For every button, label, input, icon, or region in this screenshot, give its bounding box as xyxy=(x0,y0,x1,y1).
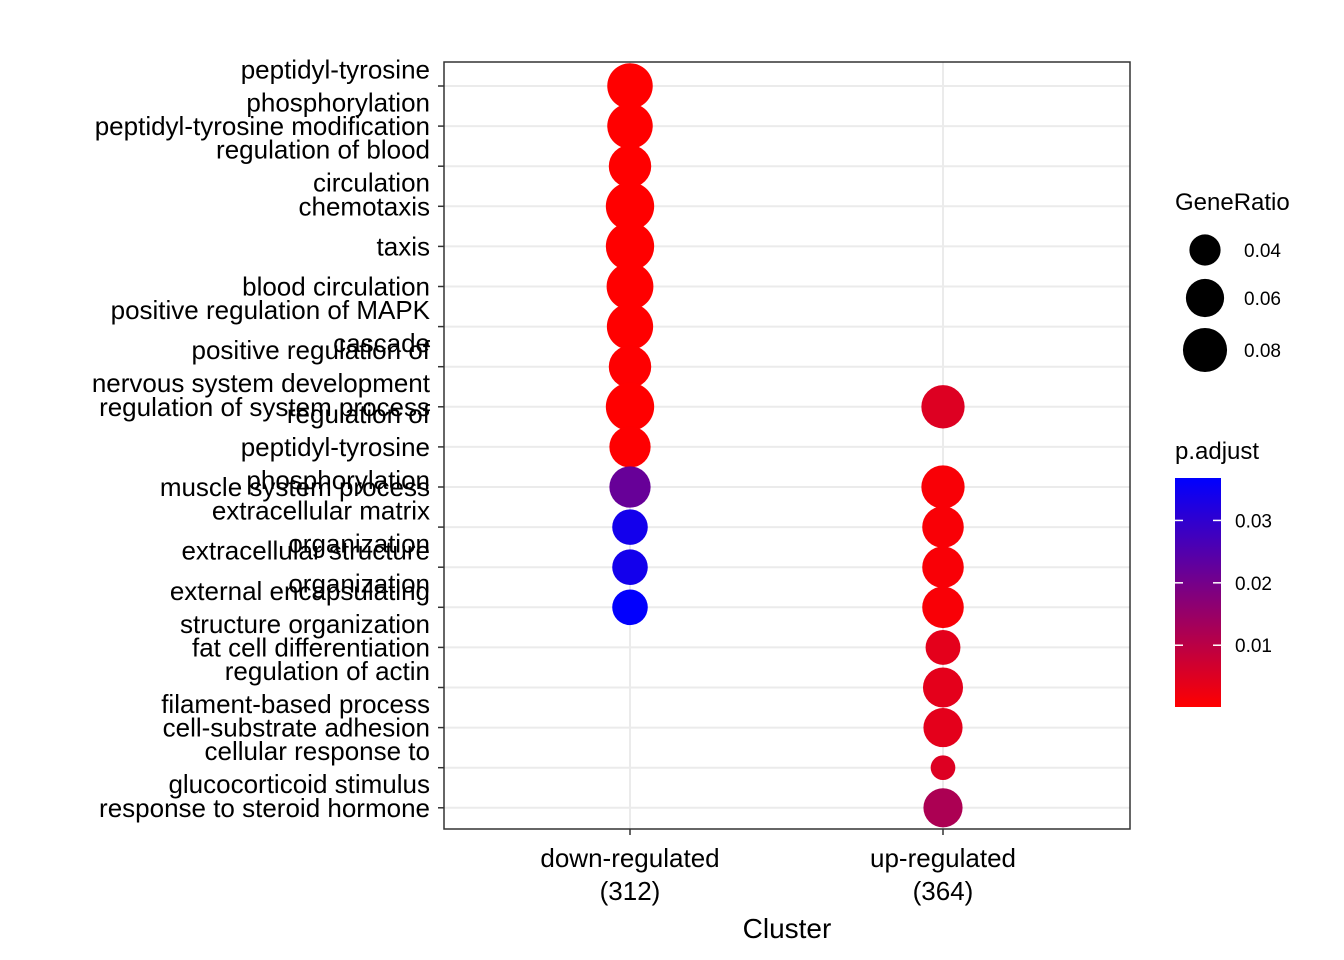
dot xyxy=(612,589,648,626)
legend-title-p-adjust: p.adjust xyxy=(1175,438,1259,465)
legend-size-dot xyxy=(1185,278,1225,318)
color-bar-label: 0.02 xyxy=(1235,574,1272,595)
dot xyxy=(921,465,965,509)
dot xyxy=(612,509,648,545)
y-tick-label: regulation of blood circulation xyxy=(216,135,430,198)
legend-size-dot xyxy=(1189,234,1221,266)
dots-layer xyxy=(443,61,1131,830)
dot xyxy=(608,144,652,188)
panel-background xyxy=(444,62,1130,829)
y-tick-label: muscle system process xyxy=(160,472,430,502)
y-tick-label: regulation of actin filament-based proces… xyxy=(161,656,430,719)
dot xyxy=(922,586,964,629)
y-tick-label: peptidyl-tyrosine modification xyxy=(95,111,430,141)
dot xyxy=(609,426,651,468)
x-tick-label: up-regulated (364) xyxy=(870,843,1016,906)
dot xyxy=(609,466,651,508)
dot xyxy=(606,263,654,310)
panel-border xyxy=(443,61,1131,830)
dot xyxy=(930,755,956,781)
dot xyxy=(922,667,964,708)
color-bar-label: 0.03 xyxy=(1235,511,1272,532)
legend-size-label: 0.08 xyxy=(1244,341,1281,362)
y-tick-label: taxis xyxy=(377,231,430,261)
y-tick-label: cellular response to glucocorticoid stimu… xyxy=(168,736,430,799)
dot xyxy=(921,385,965,429)
generatio-legend: GeneRatio 0.04 0.06 0.08 xyxy=(1175,189,1290,373)
x-axis-title: Cluster xyxy=(743,913,832,944)
dot xyxy=(608,345,652,388)
dot xyxy=(612,549,648,585)
y-tick-label: fat cell differentiation xyxy=(192,632,430,662)
y-axis: peptidyl-tyrosine phosphorylationpeptidyl… xyxy=(92,55,444,823)
dot xyxy=(923,708,963,748)
y-tick-label: chemotaxis xyxy=(299,191,431,221)
legend-title-generatio: GeneRatio xyxy=(1175,189,1290,216)
y-tick-label: external encapsulating structure organiza… xyxy=(170,576,430,639)
y-tick-label: regulation of system process xyxy=(99,392,430,422)
dot xyxy=(925,629,961,665)
y-tick-label: regulation of peptidyl-tyrosine phosphoryl… xyxy=(241,399,431,495)
dot xyxy=(923,788,963,828)
y-tick-label: peptidyl-tyrosine phosphorylation xyxy=(241,55,430,118)
dot xyxy=(922,546,964,588)
y-tick-label: extracellular matrix organization xyxy=(212,496,430,559)
dot xyxy=(605,222,655,271)
dot xyxy=(605,182,655,231)
x-tick-label: down-regulated (312) xyxy=(540,843,719,906)
legend-size-label: 0.06 xyxy=(1244,289,1281,310)
p-adjust-legend: p.adjust 0.01 0.02 0.03 xyxy=(1175,438,1272,707)
dot xyxy=(607,63,653,109)
legend-size-dot xyxy=(1182,327,1228,373)
dot xyxy=(922,506,964,548)
y-tick-label: cell-substrate adhesion xyxy=(163,713,430,743)
dot xyxy=(605,382,655,431)
y-tick-label: positive regulation of nervous system dev… xyxy=(92,335,431,398)
y-tick-label: extracellular structure organization xyxy=(181,536,430,599)
y-tick-label: positive regulation of MAPK cascade xyxy=(111,295,431,358)
y-tick-label: blood circulation xyxy=(242,272,430,302)
color-bar xyxy=(1175,478,1221,707)
x-axis: down-regulated (312) up-regulated (364) Clus… xyxy=(540,829,1016,944)
y-tick-label: response to steroid hormone xyxy=(99,793,430,823)
color-bar-label: 0.01 xyxy=(1235,636,1272,657)
dot xyxy=(606,303,654,350)
plot-panel xyxy=(444,62,1130,829)
legend-size-label: 0.04 xyxy=(1244,241,1281,262)
dot xyxy=(607,103,653,149)
